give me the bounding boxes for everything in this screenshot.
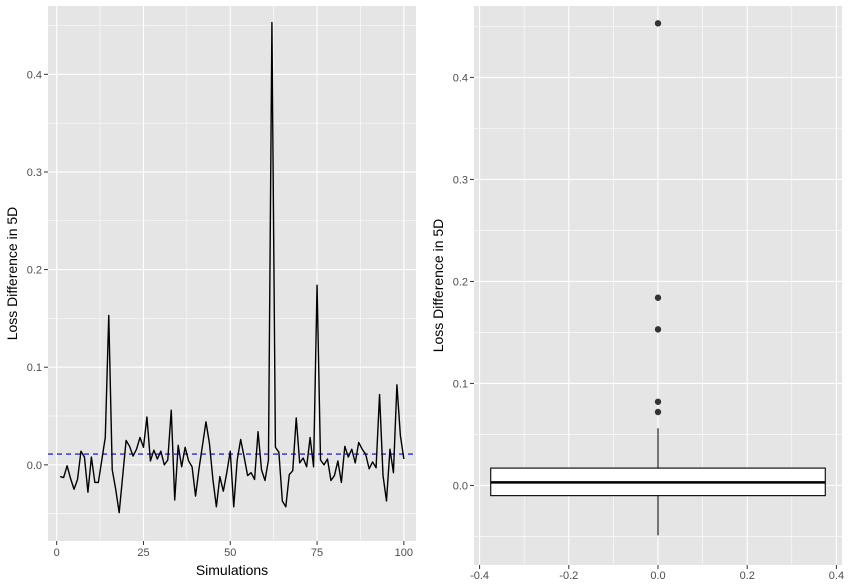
line-chart-y-axis-title: Loss Difference in 5D — [4, 207, 20, 341]
outlier-point — [654, 20, 662, 27]
x-tick-label: -0.2 — [559, 570, 578, 582]
y-tick-label: 0.4 — [453, 72, 468, 84]
line-chart-x-axis-title: Simulations — [196, 562, 268, 578]
loss-difference-series-line — [59, 21, 405, 514]
line-chart-plot-background — [48, 6, 416, 541]
y-tick-label: 0.4 — [27, 69, 42, 81]
x-tick-label: 25 — [137, 547, 149, 559]
outlier-point — [654, 326, 662, 333]
outlier-point — [654, 408, 662, 416]
y-tick-label: 0.2 — [27, 265, 42, 277]
y-tick-label: 0.0 — [453, 480, 468, 492]
x-tick-label: 0 — [54, 547, 60, 559]
x-tick-label: 0.0 — [650, 570, 665, 582]
box-plot-ticks: -0.4 -0.2 0.0 0.2 0.4 0.0 0.1 0.2 0.3 0.4 — [453, 72, 844, 582]
box-plot-outliers — [654, 20, 662, 416]
y-tick-label: 0.3 — [453, 174, 468, 186]
x-tick-label: -0.4 — [470, 570, 489, 582]
x-tick-label: 0.2 — [740, 570, 755, 582]
y-tick-label: 0.3 — [27, 167, 42, 179]
y-tick-label: 0.2 — [453, 276, 468, 288]
y-tick-label: 0.1 — [27, 362, 42, 374]
line-chart-panel: 0 25 50 75 100 0.0 0.1 0.2 0.3 0.4 Simulations Lo… — [4, 6, 416, 578]
x-tick-label: 0.4 — [829, 570, 844, 582]
line-chart-ticks: 0 25 50 75 100 0.0 0.1 0.2 0.3 0.4 — [27, 69, 413, 559]
outlier-point — [654, 294, 662, 301]
x-tick-label: 100 — [395, 547, 413, 559]
y-tick-label: 0.1 — [453, 378, 468, 390]
x-tick-label: 50 — [224, 547, 236, 559]
box-plot-panel: -0.4 -0.2 0.0 0.2 0.4 0.0 0.1 0.2 0.3 0.4 Loss Di… — [430, 6, 844, 582]
x-tick-label: 75 — [311, 547, 323, 559]
box-plot-y-axis-title: Loss Difference in 5D — [430, 219, 446, 353]
y-tick-label: 0.0 — [27, 460, 42, 472]
outlier-point — [654, 398, 662, 405]
